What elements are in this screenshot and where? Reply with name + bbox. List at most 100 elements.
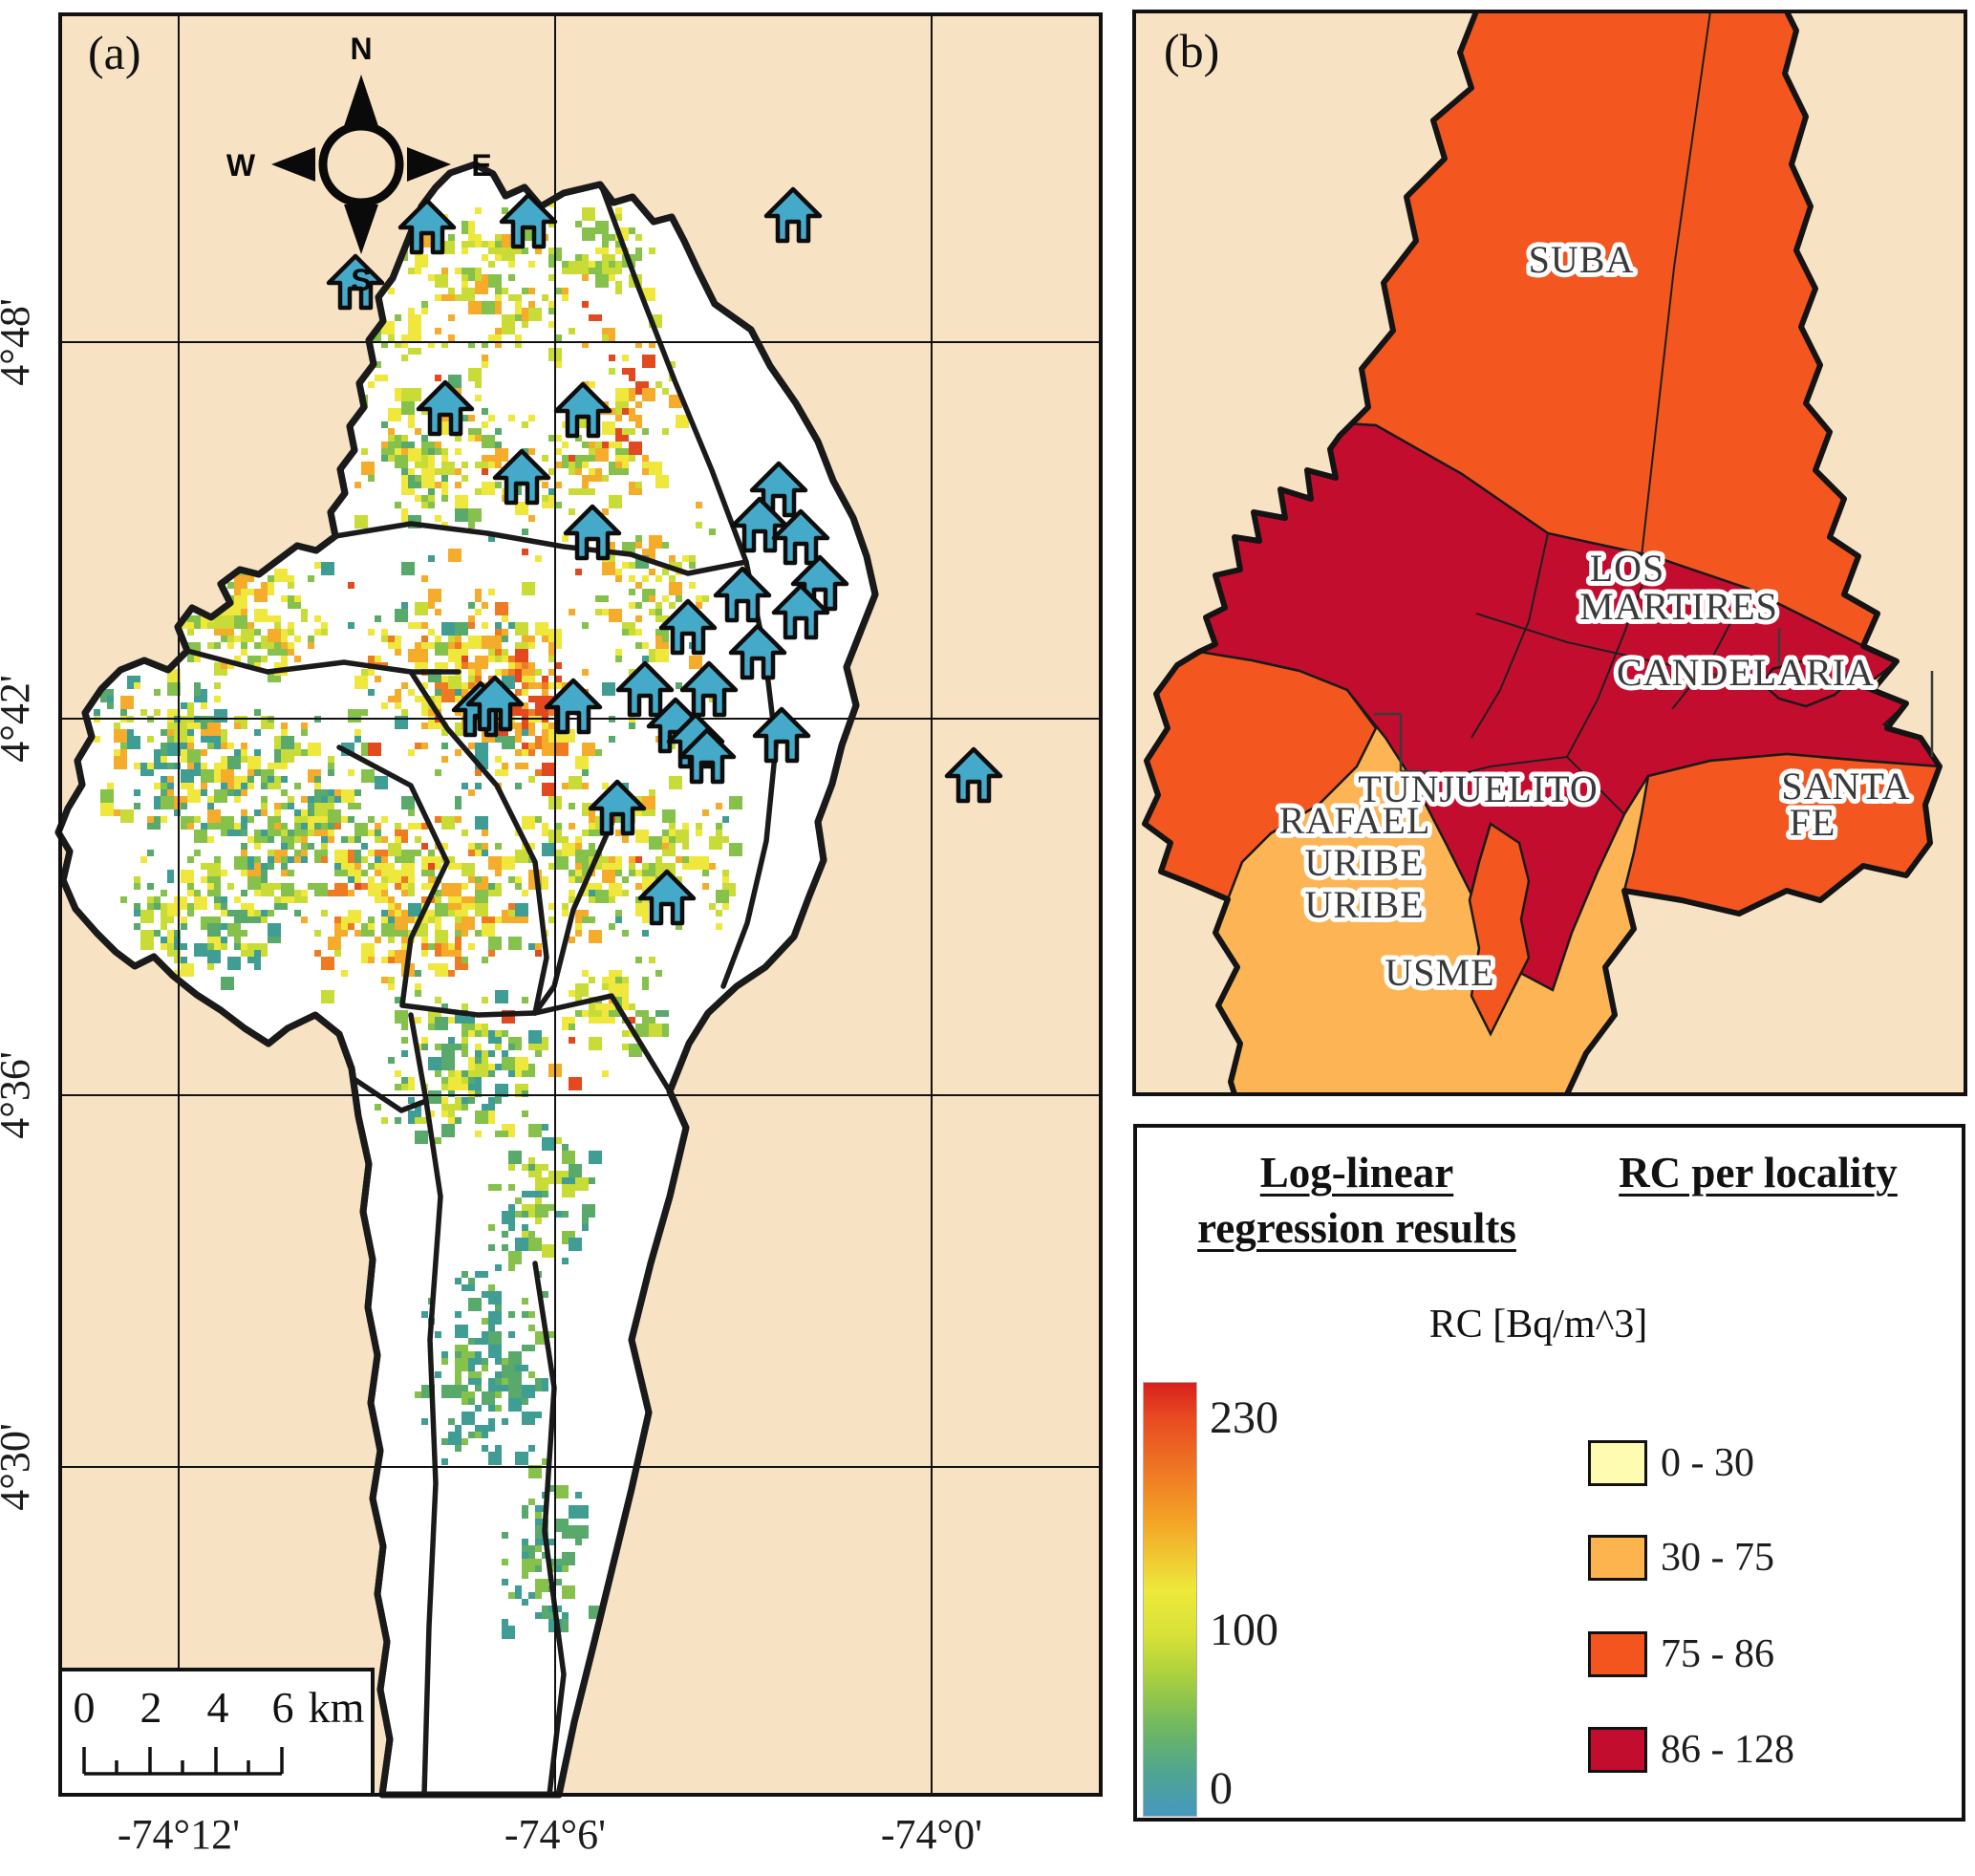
raster-cell bbox=[502, 1365, 515, 1378]
raster-cell bbox=[528, 448, 535, 455]
raster-cell bbox=[435, 636, 441, 642]
raster-cell bbox=[475, 1131, 482, 1137]
house-marker bbox=[499, 192, 558, 249]
raster-cell bbox=[241, 823, 247, 830]
legend-title-line1: Log-linear bbox=[1259, 1149, 1454, 1197]
raster-cell bbox=[281, 736, 294, 749]
raster-cell bbox=[475, 1371, 482, 1378]
raster-cell bbox=[321, 843, 328, 850]
raster-cell bbox=[462, 662, 468, 669]
raster-cell bbox=[555, 435, 562, 442]
raster-cell bbox=[241, 749, 247, 756]
raster-cell bbox=[381, 421, 388, 428]
raster-cell bbox=[221, 662, 227, 669]
raster-cell bbox=[207, 743, 214, 749]
raster-cell bbox=[569, 990, 575, 997]
raster-cell bbox=[441, 1438, 448, 1445]
raster-cell bbox=[441, 743, 448, 749]
raster-cell bbox=[676, 595, 682, 602]
raster-cell bbox=[107, 696, 114, 702]
raster-cell bbox=[294, 783, 301, 789]
raster-cell bbox=[181, 963, 194, 977]
raster-cell bbox=[475, 609, 482, 615]
raster-cell bbox=[542, 743, 555, 756]
raster-cell bbox=[622, 448, 629, 455]
raster-cell bbox=[629, 856, 635, 863]
raster-cell bbox=[595, 274, 609, 288]
raster-cell bbox=[482, 1271, 488, 1278]
raster-cell bbox=[522, 676, 528, 682]
raster-cell bbox=[221, 870, 227, 876]
raster-cell bbox=[301, 722, 308, 729]
raster-cell bbox=[361, 883, 368, 890]
raster-cell bbox=[421, 649, 428, 656]
raster-cell bbox=[468, 676, 475, 682]
raster-cell bbox=[462, 916, 475, 930]
raster-cell bbox=[294, 749, 301, 756]
raster-cell bbox=[448, 1418, 455, 1425]
raster-cell bbox=[609, 609, 622, 622]
raster-cell bbox=[435, 274, 448, 288]
raster-cell bbox=[575, 569, 582, 575]
raster-cell bbox=[609, 542, 615, 549]
raster-cell bbox=[161, 749, 167, 756]
raster-cell bbox=[495, 870, 502, 876]
raster-cell bbox=[595, 221, 609, 234]
raster-cell bbox=[395, 314, 401, 321]
raster-cell bbox=[542, 1137, 555, 1151]
raster-cell bbox=[401, 1084, 408, 1090]
raster-cell bbox=[528, 676, 535, 682]
raster-cell bbox=[441, 495, 448, 502]
raster-cell bbox=[622, 997, 629, 1003]
raster-cell bbox=[522, 528, 528, 535]
raster-cell bbox=[301, 830, 308, 836]
raster-cell bbox=[502, 1030, 508, 1037]
raster-cell bbox=[140, 910, 154, 923]
raster-cell bbox=[495, 1345, 502, 1351]
raster-cell bbox=[395, 903, 401, 910]
raster-cell bbox=[642, 462, 649, 468]
raster-cell bbox=[542, 294, 548, 301]
raster-cell bbox=[241, 629, 254, 642]
raster-cell bbox=[522, 1231, 528, 1238]
raster-cell bbox=[207, 642, 214, 649]
raster-cell bbox=[401, 562, 415, 575]
raster-cell bbox=[288, 830, 294, 836]
raster-cell bbox=[548, 1485, 555, 1492]
raster-cell bbox=[635, 856, 642, 863]
raster-cell bbox=[535, 1050, 542, 1057]
raster-cell bbox=[602, 682, 615, 696]
raster-cell bbox=[201, 789, 207, 796]
raster-cell bbox=[167, 783, 174, 789]
raster-cell bbox=[655, 602, 662, 609]
raster-cell bbox=[428, 488, 435, 495]
raster-cell bbox=[408, 468, 415, 475]
raster-cell bbox=[314, 883, 328, 896]
raster-cell bbox=[294, 656, 301, 662]
raster-cell bbox=[455, 916, 462, 923]
raster-cell bbox=[415, 850, 421, 856]
raster-cell bbox=[515, 1211, 522, 1218]
raster-cell bbox=[482, 602, 488, 609]
colorbar-tick-100: 100 bbox=[1210, 1605, 1278, 1655]
raster-cell bbox=[622, 1003, 629, 1010]
raster-cell bbox=[268, 923, 281, 937]
raster-cell bbox=[615, 415, 622, 421]
raster-cell bbox=[428, 910, 435, 916]
raster-cell bbox=[328, 937, 341, 950]
locality-label-los-martires: LOS bbox=[1590, 547, 1665, 590]
raster-cell bbox=[207, 950, 221, 963]
locality-labels: SUBALOSMARTIRESCANDELARIATUNJUELITORAFAE… bbox=[1275, 233, 1915, 999]
raster-cell bbox=[401, 442, 408, 448]
raster-cell bbox=[254, 916, 261, 923]
raster-cell bbox=[589, 823, 595, 830]
raster-cell bbox=[635, 248, 642, 254]
raster-cell bbox=[234, 575, 247, 589]
raster-cell bbox=[508, 415, 515, 421]
raster-cell bbox=[522, 749, 528, 756]
raster-cell bbox=[589, 1151, 602, 1164]
raster-cell bbox=[455, 863, 462, 870]
raster-cell bbox=[482, 468, 488, 475]
raster-cell bbox=[301, 729, 308, 736]
raster-cell bbox=[542, 1552, 548, 1559]
